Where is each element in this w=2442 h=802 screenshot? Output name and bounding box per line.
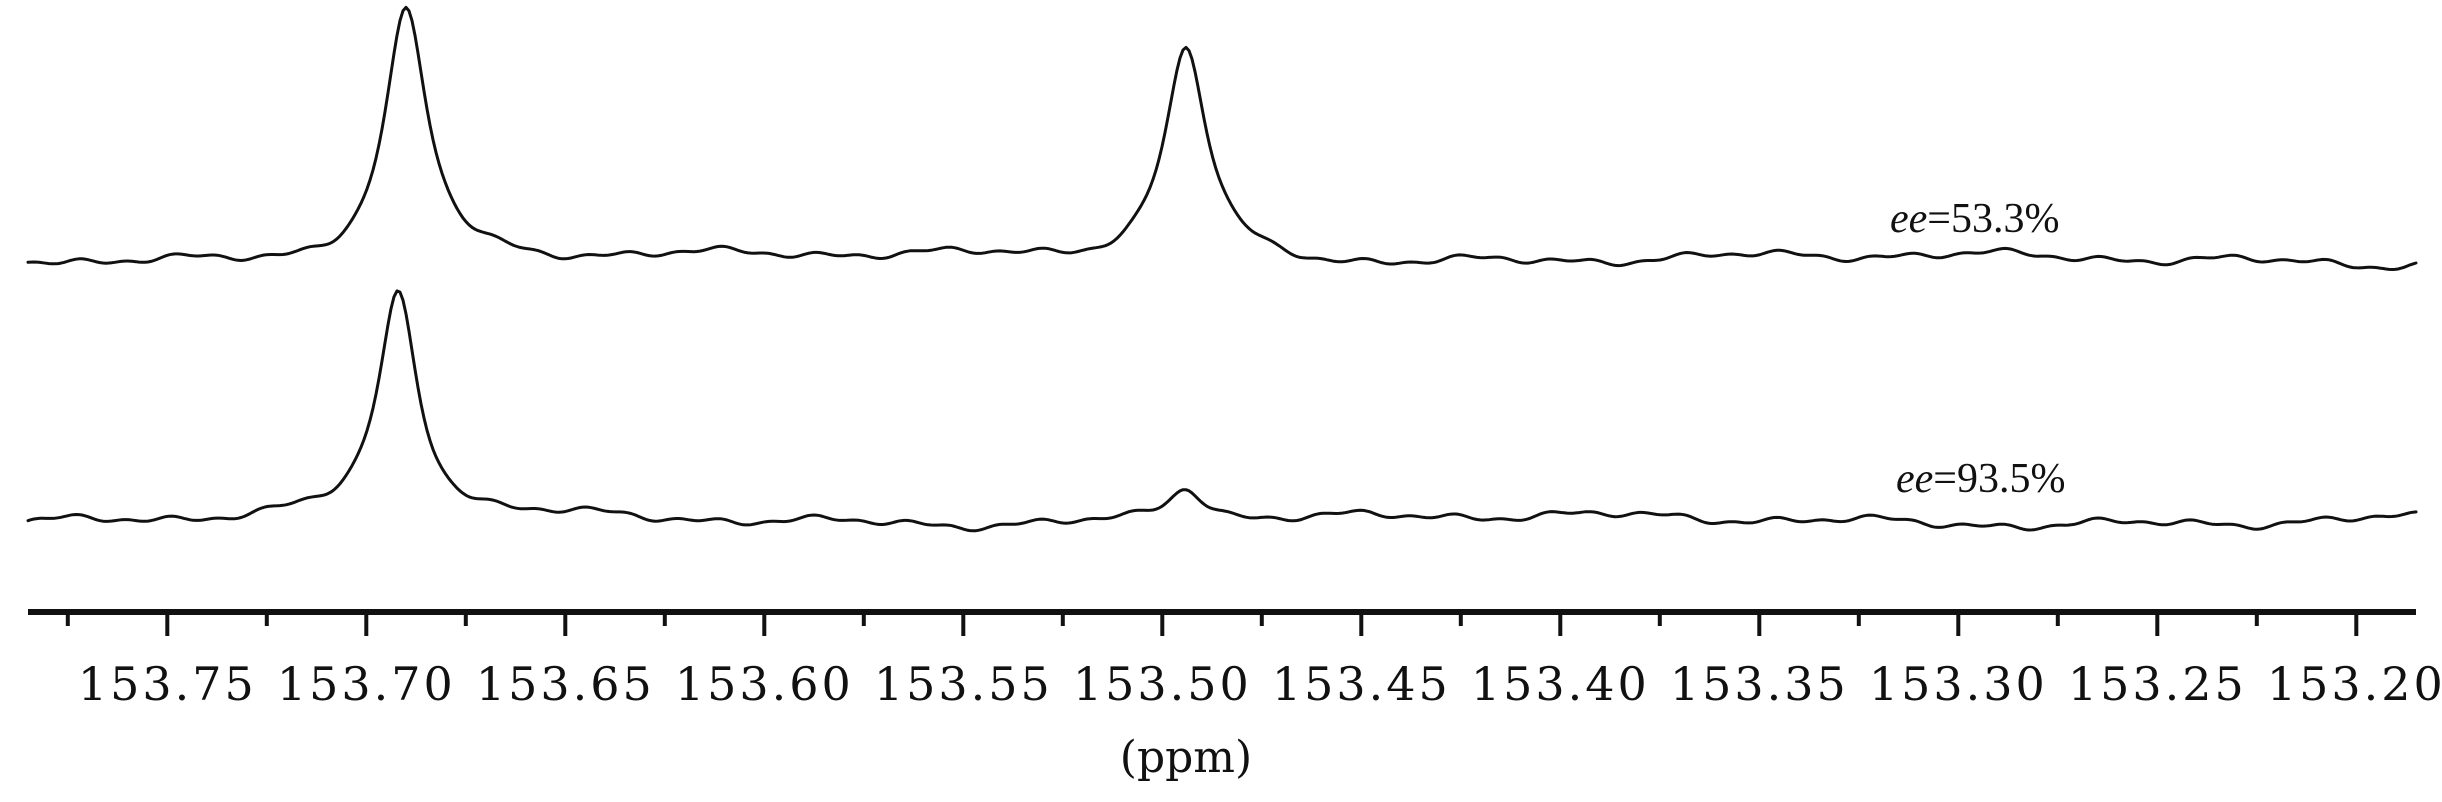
x-axis-tick-label: 153.65 [476,657,655,711]
spectrum-trace-ee-53-3 [26,5,2418,271]
x-axis-tick-labels: 153.75 153.70 153.65 153.60 153.55 153.50 153.… [78,657,2442,711]
x-axis-tick-label: 153.20 [2267,657,2442,711]
ee-annotation-top-value: =53.3% [1927,196,2059,242]
ee-annotation-bottom-symbol: ee [1896,456,1933,502]
spectra-traces [26,5,2418,533]
x-axis-tick-label: 153.60 [675,657,854,711]
x-axis-tick-label: 153.70 [277,657,456,711]
x-axis: 153.75 153.70 153.65 153.60 153.55 153.50 153.… [28,609,2442,711]
x-axis-title: (ppm) [1120,732,1252,783]
ee-annotation-top: ee=53.3% [1890,196,2059,242]
x-axis-tick-label: 153.25 [2068,657,2247,711]
x-axis-tick-label: 153.75 [78,657,257,711]
spectrum-trace-ee-93-5 [26,289,2418,533]
ee-annotation-bottom-value: =93.5% [1933,456,2065,502]
x-axis-tick-label: 153.30 [1869,657,2048,711]
x-axis-ticks [65,612,2359,636]
x-axis-tick-label: 153.40 [1471,657,1650,711]
x-axis-tick-label: 153.45 [1272,657,1451,711]
ee-annotation-top-symbol: ee [1890,196,1927,242]
x-axis-tick-label: 153.35 [1670,657,1849,711]
ee-annotation-bottom: ee=93.5% [1896,456,2065,502]
x-axis-tick-label: 153.55 [874,657,1053,711]
x-axis-tick-label: 153.50 [1073,657,1252,711]
